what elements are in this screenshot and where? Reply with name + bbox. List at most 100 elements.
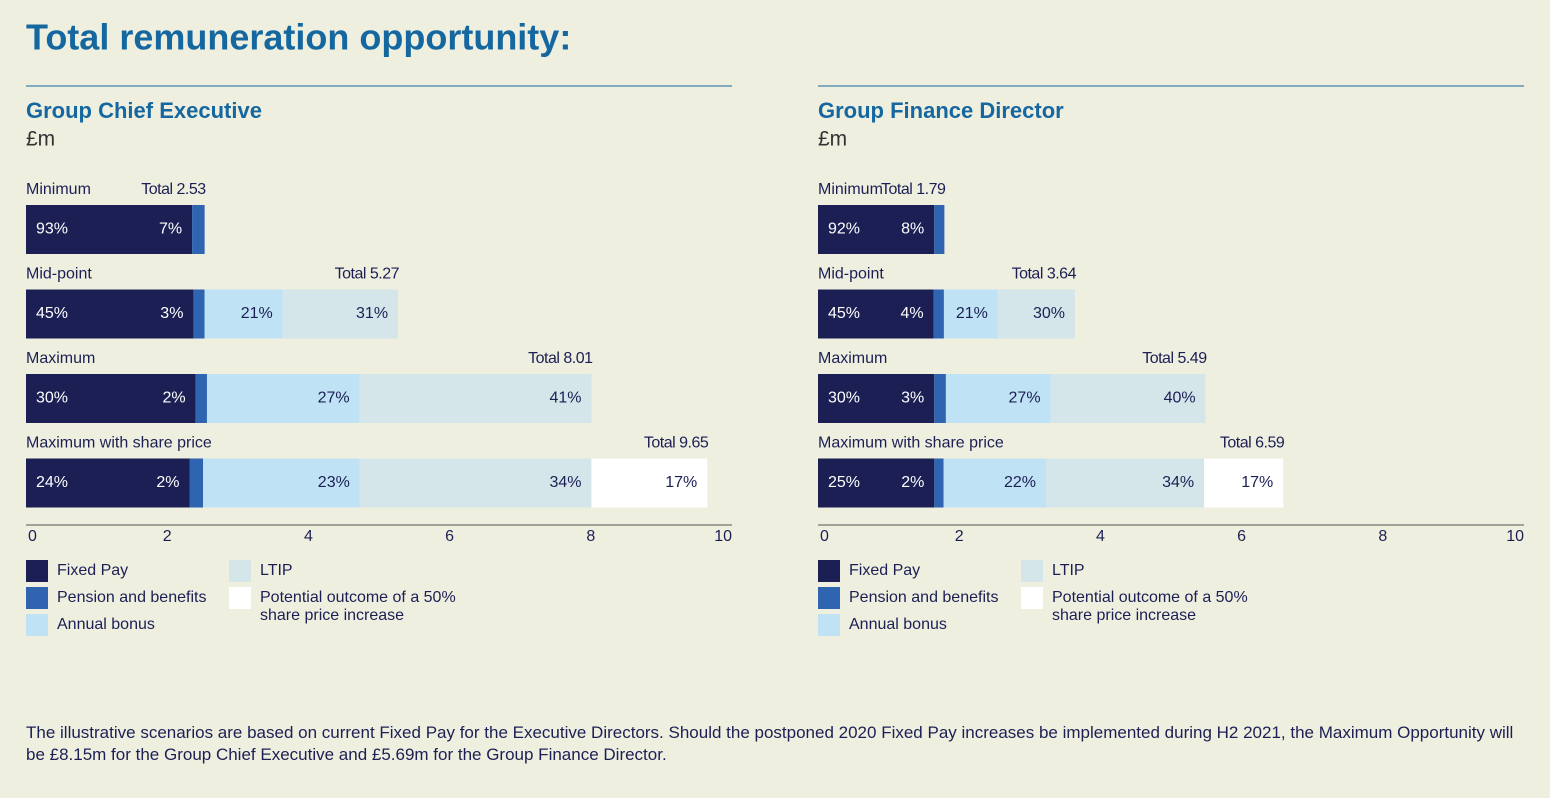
value-label: 92% (828, 221, 860, 238)
x-tick-label: 4 (1096, 528, 1105, 545)
total-label: Total 9.65 (644, 435, 709, 452)
bar-segment (203, 458, 360, 508)
value-label: 22% (1004, 474, 1036, 491)
bar-segment (189, 458, 204, 508)
total-value: 6.59 (1255, 435, 1285, 452)
value-label: 41% (549, 390, 581, 407)
x-tick-label: 2 (163, 528, 172, 545)
bar-segment (195, 374, 207, 423)
category-label: Maximum with share price (818, 435, 1004, 452)
value-label: 21% (241, 305, 273, 322)
legend-label: LTIP (1052, 562, 1085, 579)
value-label: 7% (159, 221, 182, 238)
footnote: The illustrative scenarios are based on … (26, 723, 1514, 764)
total-word: Total (528, 350, 559, 367)
total-label: Total 8.01 (528, 350, 593, 367)
value-label: 30% (1033, 305, 1065, 322)
x-tick-label: 8 (1378, 528, 1387, 545)
total-value: 1.79 (916, 181, 946, 198)
legend-label: LTIP (260, 562, 293, 579)
category-label: Maximum with share price (26, 435, 212, 452)
legend-swatch (1021, 587, 1043, 609)
value-label: 27% (1009, 390, 1041, 407)
total-label: Total 5.49 (1142, 350, 1207, 367)
value-label: 34% (549, 474, 581, 491)
chart-subtitle: £m (818, 128, 847, 151)
page-title: Total remuneration opportunity: (26, 17, 571, 58)
value-label: 25% (828, 474, 860, 491)
legend-swatch (229, 560, 251, 582)
legend-swatch (818, 587, 840, 609)
value-label: 45% (36, 305, 68, 322)
bar-segment (818, 289, 934, 339)
value-label: 17% (1241, 474, 1273, 491)
value-label: 2% (163, 390, 186, 407)
legend-item: Pension and benefits (26, 587, 272, 609)
value-label: 30% (828, 390, 860, 407)
legend-item: LTIP (229, 560, 475, 582)
value-label: 30% (36, 390, 68, 407)
value-label: 3% (160, 305, 183, 322)
total-word: Total (644, 435, 675, 452)
total-value: 9.65 (679, 435, 709, 452)
x-tick-label: 4 (304, 528, 313, 545)
legend-item: Potential outcome of a 50% share price i… (1021, 587, 1267, 625)
value-label: 27% (318, 390, 350, 407)
x-tick-label: 10 (1506, 528, 1524, 545)
bar-segment (1050, 374, 1206, 423)
value-label: 93% (36, 221, 68, 238)
legend-label: Annual bonus (849, 616, 947, 633)
bar-segment (943, 458, 1046, 508)
bar-segment (26, 458, 190, 508)
bar-segment (282, 289, 399, 339)
total-word: Total (335, 266, 366, 283)
bar-segment (359, 458, 592, 508)
legend-item: Fixed Pay (818, 560, 1064, 582)
x-tick-label: 2 (955, 528, 964, 545)
total-value: 3.64 (1047, 266, 1077, 283)
value-label: 24% (36, 474, 68, 491)
legend-label: Fixed Pay (849, 562, 921, 579)
bar-segment (193, 289, 205, 339)
legend-swatch (818, 614, 840, 636)
legend-item: LTIP (1021, 560, 1267, 582)
total-value: 5.49 (1177, 350, 1207, 367)
total-label: Total 1.79 (881, 181, 946, 198)
bar-segment (359, 374, 592, 423)
value-label: 17% (665, 474, 697, 491)
category-label: Maximum (26, 350, 95, 367)
total-word: Total (881, 181, 912, 198)
chart-title: Group Finance Director (818, 98, 1064, 123)
legend-item: Annual bonus (818, 614, 1064, 636)
bar-segment (818, 458, 935, 508)
total-label: Total 5.27 (335, 266, 400, 283)
bar-segment (934, 374, 946, 423)
bar-segment (1204, 458, 1284, 508)
value-label: 40% (1164, 390, 1196, 407)
legend-swatch (26, 614, 48, 636)
x-tick-label: 8 (586, 528, 595, 545)
legend-label: Pension and benefits (849, 589, 999, 606)
legend-item: Pension and benefits (818, 587, 1064, 609)
legend-item: Annual bonus (26, 614, 272, 636)
value-label: 2% (901, 474, 924, 491)
chart-title: Group Chief Executive (26, 98, 262, 123)
total-label: Total 6.59 (1220, 435, 1285, 452)
legend-label: Potential outcome of a 50% share price i… (260, 589, 456, 624)
total-label: Total 2.53 (141, 181, 206, 198)
legend-label: Potential outcome of a 50% share price i… (1052, 589, 1248, 624)
total-word: Total (1012, 266, 1043, 283)
value-label: 2% (156, 474, 179, 491)
bar-segment (934, 458, 944, 508)
value-label: 34% (1162, 474, 1194, 491)
bar-segment (818, 205, 935, 254)
legend-swatch (229, 587, 251, 609)
legend-item: Potential outcome of a 50% share price i… (229, 587, 475, 625)
legend-label: Pension and benefits (57, 589, 207, 606)
total-word: Total (1142, 350, 1173, 367)
bar-segment (933, 289, 944, 339)
category-label: Mid-point (818, 266, 884, 283)
category-label: Minimum (818, 181, 883, 198)
bar-segment (945, 374, 1051, 423)
